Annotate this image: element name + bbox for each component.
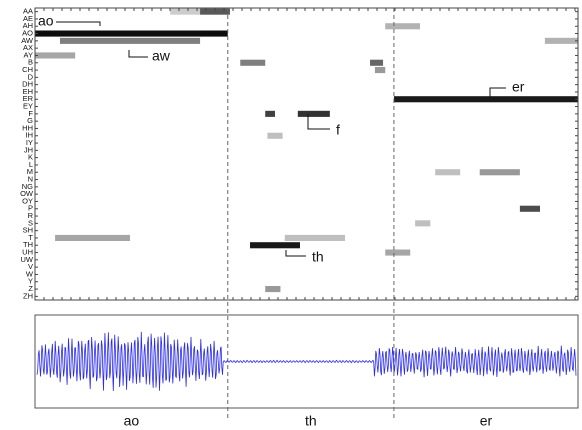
heatmap-frame	[34, 7, 579, 301]
y-tick-label: L	[29, 160, 33, 169]
posterior-streak	[267, 132, 283, 139]
annotation: f	[336, 122, 340, 138]
y-tick-label: IY	[26, 138, 33, 147]
y-tick-label: W	[26, 269, 34, 278]
posterior-streak	[393, 96, 578, 103]
y-tick-label: AA	[23, 7, 33, 16]
y-tick-label: N	[28, 175, 33, 184]
y-tick-label: ZH	[23, 291, 33, 300]
posterior-streak	[385, 249, 411, 256]
y-tick-label: NG	[22, 182, 33, 191]
posterior-streak	[479, 169, 520, 176]
segment-label: er	[480, 413, 493, 429]
y-tick-label: ER	[23, 94, 34, 103]
y-tick-label: UW	[21, 255, 34, 264]
y-tick-label: M	[27, 167, 33, 176]
y-tick-label: EH	[23, 87, 33, 96]
posterior-streak	[250, 242, 300, 249]
y-tick-label: AO	[22, 29, 33, 38]
y-tick-label: K	[28, 153, 33, 162]
posterior-streak	[265, 286, 281, 293]
y-tick-label: G	[27, 116, 33, 125]
y-tick-label: IH	[26, 131, 34, 140]
posterior-streak	[374, 67, 386, 74]
y-tick-label: F	[28, 109, 33, 118]
y-tick-label: TH	[23, 240, 33, 249]
y-tick-label: DH	[22, 80, 33, 89]
y-tick-label: SH	[23, 226, 33, 235]
posterior-streak	[240, 59, 266, 66]
y-tick-label: AY	[24, 50, 33, 59]
posterior-streak	[59, 37, 201, 44]
posterior-streak	[170, 8, 201, 15]
y-tick-label: R	[28, 211, 34, 220]
posterior-streak	[370, 59, 384, 66]
annotation-leader	[489, 87, 506, 97]
y-tick-label: AX	[23, 43, 33, 52]
posterior-streak	[544, 37, 578, 44]
y-tick-label: B	[28, 58, 33, 67]
posterior-streak	[284, 234, 346, 241]
annotation: aw	[152, 48, 171, 64]
y-tick-label: JH	[24, 145, 33, 154]
y-tick-label: AH	[23, 21, 33, 30]
y-tick-label: S	[28, 218, 33, 227]
y-tick-label: V	[28, 262, 33, 271]
posterior-streak	[385, 23, 420, 30]
annotation-leader	[285, 250, 306, 257]
y-tick-label: P	[28, 204, 33, 213]
posterior-streak	[519, 205, 540, 212]
annotation: th	[312, 249, 324, 265]
y-tick-label: OW	[20, 189, 34, 198]
segment-label: ao	[124, 413, 140, 429]
posterior-streak	[435, 169, 461, 176]
segment-label: th	[305, 413, 317, 429]
y-tick-label: CH	[22, 65, 33, 74]
annotation-leader	[56, 21, 101, 26]
posterior-streak	[265, 110, 276, 117]
y-tick-label: HH	[22, 123, 33, 132]
posterior-streak	[297, 110, 330, 117]
y-tick-label: OY	[22, 196, 33, 205]
y-tick-label: D	[28, 72, 34, 81]
y-tick-label: AW	[21, 36, 34, 45]
waveform	[36, 331, 577, 392]
posterior-streak	[415, 220, 431, 227]
y-tick-label: T	[28, 233, 33, 242]
y-tick-label: AE	[23, 14, 33, 23]
y-tick-label: UH	[22, 248, 33, 257]
y-tick-label: Y	[28, 277, 33, 286]
posterior-streak	[200, 8, 230, 15]
posterior-streak	[55, 234, 131, 241]
y-tick-label: EY	[23, 102, 33, 111]
annotation: er	[512, 79, 525, 95]
annotation-leader	[307, 114, 330, 130]
waveform-frame	[34, 314, 579, 409]
posterior-streak	[35, 30, 228, 37]
y-tick-label: Z	[28, 284, 33, 293]
annotation: ao	[38, 13, 54, 29]
posterior-streak	[35, 52, 76, 59]
annotation-leader	[128, 50, 148, 58]
